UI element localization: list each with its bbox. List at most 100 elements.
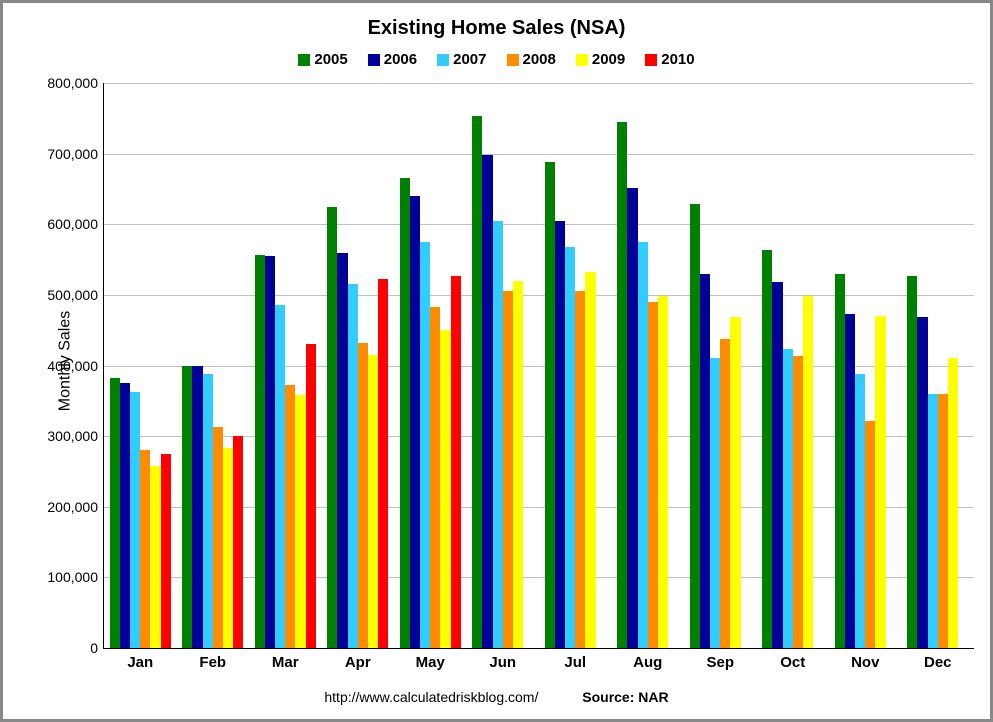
bar bbox=[337, 253, 347, 649]
bar bbox=[285, 385, 295, 648]
bar bbox=[472, 116, 482, 648]
bar bbox=[772, 282, 782, 648]
y-tick-label: 0 bbox=[90, 640, 104, 656]
bar bbox=[783, 349, 793, 648]
bar bbox=[575, 291, 585, 648]
legend-label: 2007 bbox=[453, 51, 486, 68]
bar bbox=[617, 122, 627, 648]
bar bbox=[182, 366, 192, 649]
legend-swatch-icon bbox=[645, 54, 657, 66]
gridline bbox=[104, 224, 974, 225]
x-category-label: Mar bbox=[272, 648, 299, 671]
legend-label: 2009 bbox=[592, 51, 625, 68]
bar bbox=[203, 374, 213, 648]
chart-container: Existing Home Sales (NSA) 20052006200720… bbox=[0, 0, 993, 722]
bar bbox=[120, 383, 130, 648]
bar bbox=[233, 436, 243, 648]
x-category-label: Jul bbox=[564, 648, 586, 671]
legend-swatch-icon bbox=[576, 54, 588, 66]
bar bbox=[555, 221, 565, 648]
legend-label: 2006 bbox=[384, 51, 417, 68]
bar bbox=[948, 358, 958, 648]
bar bbox=[265, 256, 275, 648]
bar bbox=[368, 355, 378, 648]
x-category-label: Nov bbox=[851, 648, 879, 671]
bar bbox=[430, 307, 440, 648]
legend-item-2008: 2008 bbox=[507, 51, 556, 68]
y-tick-label: 700,000 bbox=[47, 146, 104, 162]
legend-swatch-icon bbox=[437, 54, 449, 66]
bar bbox=[348, 284, 358, 648]
plot-area: 0100,000200,000300,000400,000500,000600,… bbox=[103, 83, 974, 649]
bar bbox=[358, 343, 368, 648]
y-tick-label: 300,000 bbox=[47, 428, 104, 444]
bar bbox=[275, 305, 285, 648]
bar bbox=[213, 427, 223, 648]
bar bbox=[420, 242, 430, 648]
bar bbox=[648, 302, 658, 648]
footer-url: http://www.calculatedriskblog.com/ bbox=[324, 689, 538, 705]
legend-swatch-icon bbox=[298, 54, 310, 66]
bar bbox=[306, 344, 316, 648]
legend-item-2010: 2010 bbox=[645, 51, 694, 68]
x-category-label: Aug bbox=[633, 648, 662, 671]
legend-label: 2008 bbox=[523, 51, 556, 68]
bar bbox=[835, 274, 845, 648]
chart-footer: http://www.calculatedriskblog.com/ Sourc… bbox=[3, 689, 990, 705]
legend-item-2005: 2005 bbox=[298, 51, 347, 68]
bar bbox=[730, 317, 740, 648]
gridline bbox=[104, 154, 974, 155]
legend-label: 2010 bbox=[661, 51, 694, 68]
bar bbox=[493, 221, 503, 648]
legend-item-2009: 2009 bbox=[576, 51, 625, 68]
bar bbox=[855, 374, 865, 648]
legend-item-2007: 2007 bbox=[437, 51, 486, 68]
x-category-label: Jan bbox=[127, 648, 153, 671]
gridline bbox=[104, 83, 974, 84]
y-tick-label: 800,000 bbox=[47, 75, 104, 91]
bar bbox=[720, 339, 730, 648]
bar bbox=[513, 281, 523, 648]
bar bbox=[150, 466, 160, 648]
x-category-label: May bbox=[416, 648, 445, 671]
footer-source: Source: NAR bbox=[582, 689, 668, 705]
bar bbox=[710, 358, 720, 648]
bar bbox=[223, 448, 233, 648]
y-tick-label: 600,000 bbox=[47, 216, 104, 232]
chart-legend: 2005 2006 2007 2008 2009 2010 bbox=[3, 51, 990, 68]
y-tick-label: 200,000 bbox=[47, 499, 104, 515]
legend-swatch-icon bbox=[368, 54, 380, 66]
y-tick-label: 500,000 bbox=[47, 287, 104, 303]
x-category-label: Jun bbox=[489, 648, 516, 671]
bar bbox=[451, 276, 461, 648]
bar bbox=[875, 316, 885, 648]
bar bbox=[440, 330, 450, 648]
bar bbox=[793, 356, 803, 648]
bar bbox=[130, 392, 140, 648]
bar bbox=[327, 207, 337, 648]
bar bbox=[110, 378, 120, 648]
bar bbox=[192, 366, 202, 649]
bar bbox=[295, 395, 305, 648]
bar bbox=[690, 204, 700, 648]
y-tick-label: 100,000 bbox=[47, 569, 104, 585]
bar bbox=[585, 272, 595, 648]
bar bbox=[140, 450, 150, 648]
bar bbox=[865, 421, 875, 648]
bar bbox=[255, 255, 265, 648]
bar bbox=[638, 242, 648, 648]
bar bbox=[938, 394, 948, 648]
bar bbox=[400, 178, 410, 648]
bar bbox=[917, 317, 927, 648]
legend-item-2006: 2006 bbox=[368, 51, 417, 68]
x-category-label: Apr bbox=[345, 648, 371, 671]
bar bbox=[161, 454, 171, 648]
bar bbox=[803, 296, 813, 648]
legend-swatch-icon bbox=[507, 54, 519, 66]
bar bbox=[378, 279, 388, 648]
chart-title: Existing Home Sales (NSA) bbox=[3, 17, 990, 40]
x-category-label: Feb bbox=[199, 648, 226, 671]
bar bbox=[482, 155, 492, 648]
x-category-label: Dec bbox=[924, 648, 952, 671]
y-tick-label: 400,000 bbox=[47, 358, 104, 374]
